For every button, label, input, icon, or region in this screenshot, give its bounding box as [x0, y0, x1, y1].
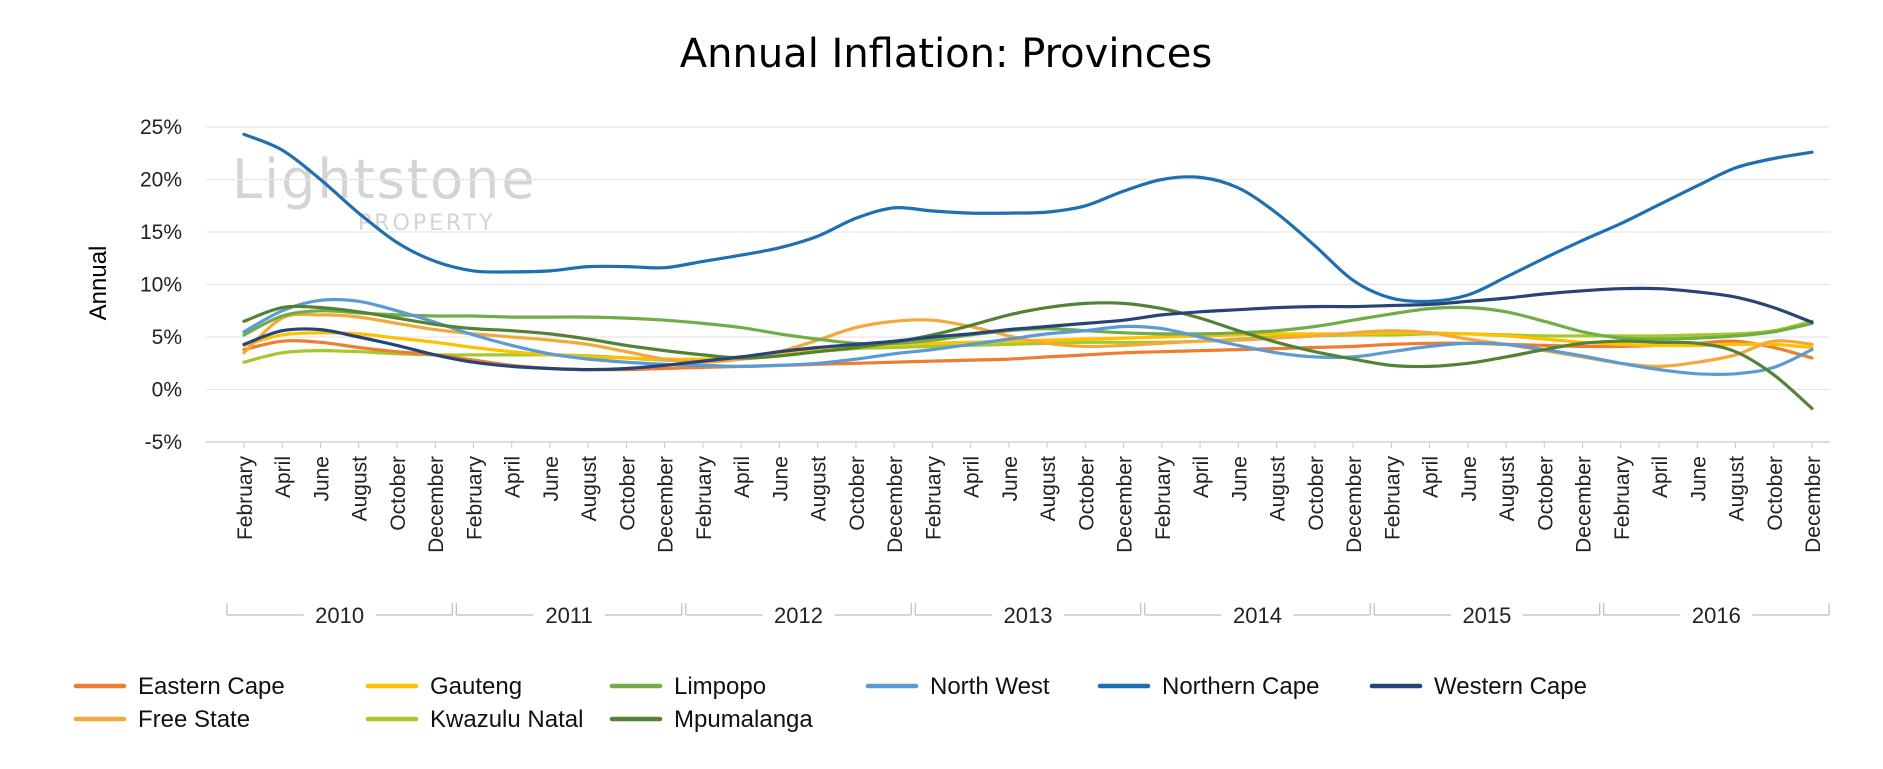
x-tick-label: October — [1534, 456, 1557, 531]
watermark-logo: Lightstone PROPERTY — [232, 148, 535, 236]
chart-title: Annual Inflation: Provinces — [680, 31, 1212, 77]
x-tick-label: December — [1114, 456, 1137, 553]
y-tick-label: 15% — [140, 221, 182, 244]
legend: Eastern Cape Gauteng Limpopo North West Nort… — [73, 673, 1587, 733]
y-tick-label: 0% — [152, 379, 182, 402]
x-tick-label: April — [961, 456, 984, 498]
legend-label-northern-cape: Northern Cape — [1162, 673, 1319, 700]
x-tick-label: June — [1458, 456, 1481, 502]
x-axis: February April June August October December Fe… — [226, 442, 1830, 628]
x-tick-label: February — [463, 456, 486, 541]
x-tick-label: December — [655, 456, 678, 553]
y-tick-label: 5% — [152, 326, 182, 349]
x-tick-label: February — [1611, 456, 1634, 541]
x-tick-label: February — [922, 456, 945, 541]
x-tick-label: December — [884, 456, 907, 553]
year-label: 2016 — [1692, 603, 1741, 628]
legend-label-gauteng: Gauteng — [430, 673, 522, 700]
year-label: 2010 — [315, 603, 364, 628]
x-tick-label: August — [1037, 456, 1060, 522]
legend-label-mpumalanga: Mpumalanga — [674, 706, 813, 733]
y-tick-label: 25% — [140, 116, 182, 139]
legend-label-eastern-cape: Eastern Cape — [138, 673, 285, 700]
series-line-limpopo — [242, 305, 1814, 346]
legend-label-western-cape: Western Cape — [1434, 673, 1587, 700]
x-tick-label: June — [1687, 456, 1710, 502]
x-tick-label: October — [1305, 456, 1328, 531]
y-axis: 25% 20% 15% 10% 5% 0% -5% — [140, 116, 182, 454]
x-tick-label: February — [1381, 456, 1404, 541]
x-tick-label: December — [1343, 456, 1366, 553]
x-tick-label: August — [349, 456, 372, 522]
series-line-kwazulu-natal — [242, 319, 1814, 364]
year-label: 2011 — [545, 603, 592, 628]
legend-label-kwazulu-natal: Kwazulu Natal — [430, 706, 583, 733]
x-tick-label: June — [540, 456, 563, 502]
series-lines — [242, 132, 1814, 410]
year-label: 2012 — [774, 603, 823, 628]
y-tick-label: -5% — [145, 431, 182, 454]
x-tick-label: December — [1573, 456, 1596, 553]
y-tick-label: 20% — [140, 169, 182, 192]
series-line-northern-cape — [242, 132, 1814, 304]
x-tick-label: February — [693, 456, 716, 541]
x-tick-label: June — [1228, 456, 1251, 502]
x-tick-label: April — [502, 456, 525, 498]
x-tick-label: June — [999, 456, 1022, 502]
legend-label-north-west: North West — [930, 673, 1050, 700]
year-label: 2015 — [1462, 603, 1511, 628]
x-tick-label: August — [578, 456, 601, 522]
series-line-mpumalanga — [242, 301, 1814, 410]
x-tick-label: October — [616, 456, 639, 531]
x-tick-label: August — [1496, 456, 1519, 522]
x-tick-label: April — [1190, 456, 1213, 498]
x-tick-label: October — [387, 456, 410, 531]
x-tick-label: June — [310, 456, 333, 502]
x-tick-label: April — [731, 456, 754, 498]
legend-label-limpopo: Limpopo — [674, 673, 766, 700]
x-tick-label: August — [1726, 456, 1749, 522]
x-tick-label: December — [1802, 456, 1825, 553]
x-tick-label: April — [272, 456, 295, 498]
legend-label-free-state: Free State — [138, 706, 250, 733]
y-tick-label: 10% — [140, 274, 182, 297]
x-tick-label: August — [808, 456, 831, 522]
x-tick-label: August — [1267, 456, 1290, 522]
x-tick-label: June — [769, 456, 792, 502]
x-tick-label: February — [1152, 456, 1175, 541]
x-tick-label: October — [846, 456, 869, 531]
y-axis-label: Annual — [85, 246, 112, 321]
year-label: 2014 — [1233, 603, 1282, 628]
series-line-western-cape — [242, 286, 1814, 372]
x-tick-label: April — [1649, 456, 1672, 498]
x-tick-label: October — [1764, 456, 1787, 531]
x-tick-label: October — [1075, 456, 1098, 531]
x-tick-label: February — [234, 456, 257, 541]
x-tick-label: December — [425, 456, 448, 553]
year-label: 2013 — [1004, 603, 1053, 628]
x-tick-label: April — [1420, 456, 1443, 498]
